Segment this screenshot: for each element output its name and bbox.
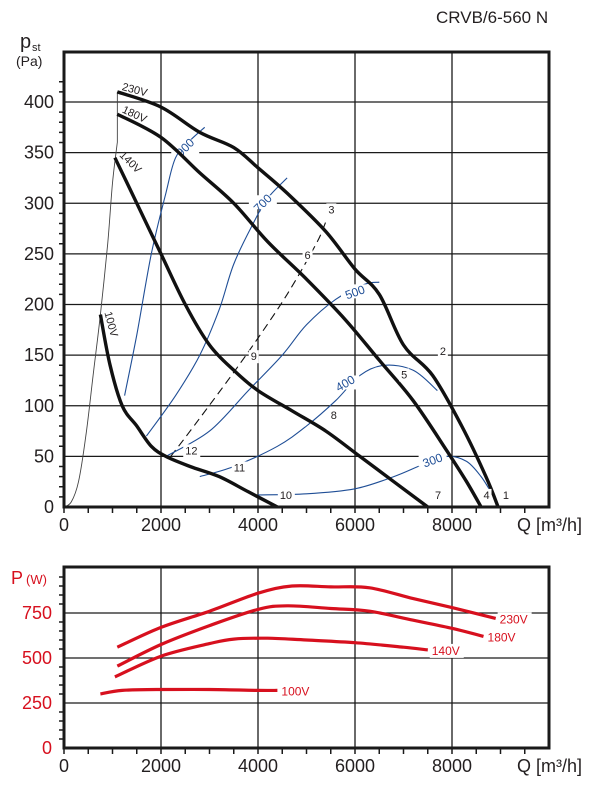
point-label-bg — [183, 444, 201, 458]
operating-point-3: 3 — [328, 204, 334, 216]
point-label-bg — [326, 203, 337, 217]
power-y-tick-label-0: 0 — [42, 738, 52, 758]
y-tick-label-350: 350 — [24, 143, 54, 163]
point-label-bg — [433, 488, 444, 502]
operating-point-8: 8 — [331, 410, 337, 422]
system-resistance-curve — [63, 142, 118, 508]
operating-point-9: 9 — [251, 351, 257, 363]
operating-point-11: 11 — [234, 463, 245, 475]
power-x-tick-label-2000: 2000 — [141, 756, 181, 776]
system-curves — [63, 91, 327, 508]
rpm-label-bg — [331, 375, 360, 390]
voltage-curve-230V — [116, 90, 500, 508]
chart-title: CRVB/6-560 N — [436, 8, 548, 27]
point-label-bg — [500, 488, 511, 502]
rpm-curve-400 — [199, 364, 438, 478]
power-label-bg — [429, 643, 464, 658]
x-axis-label-bottom: Q [m³/h] — [517, 756, 582, 776]
rpm-label-bg — [248, 195, 277, 210]
y-axis-label-power: P — [11, 568, 23, 588]
y-tick-label-300: 300 — [24, 193, 54, 213]
power-label-100V: 100V — [281, 684, 309, 698]
y-tick-label-0: 0 — [44, 497, 54, 517]
power-curve-140V — [114, 636, 428, 679]
y-axis-unit-watts: (W) — [26, 572, 47, 587]
operating-point-5: 5 — [401, 369, 407, 381]
y-tick-label-400: 400 — [24, 92, 54, 112]
power-label-140V: 140V — [432, 644, 460, 658]
point-label-bg — [481, 488, 492, 502]
x-tick-label-4000: 4000 — [238, 515, 278, 535]
power-label-bg — [279, 684, 314, 699]
power-x-tick-label-4000: 4000 — [238, 756, 278, 776]
point-label-bg — [248, 350, 259, 364]
operating-point-6: 6 — [305, 250, 311, 262]
power-y-tick-label-250: 250 — [22, 693, 52, 713]
power-y-tick-label-750: 750 — [22, 603, 52, 623]
y-tick-label-250: 250 — [24, 244, 54, 264]
power-label-bg — [497, 612, 532, 627]
power-curve-100V — [100, 687, 278, 696]
power-x-tick-label-8000: 8000 — [432, 756, 472, 776]
power-curve-230V — [116, 584, 497, 649]
operating-point-12: 12 — [185, 445, 197, 457]
x-tick-label-6000: 6000 — [335, 515, 375, 535]
power-curves: 230V 180V 140V 100V — [100, 584, 532, 699]
power-y-tick-label-500: 500 — [22, 648, 52, 668]
y-axis-label-st: st — [32, 42, 41, 54]
x-tick-label-8000: 8000 — [432, 515, 472, 535]
power-axis-ticks: 0 250 500 750 0 2000 4000 6000 8000 — [22, 576, 526, 776]
operating-line-dashed — [170, 221, 327, 457]
power-label-230V: 230V — [500, 612, 528, 626]
power-x-tick-label-0: 0 — [59, 756, 69, 776]
operating-point-7: 7 — [435, 490, 441, 502]
point-label-bg — [302, 248, 313, 262]
y-tick-label-150: 150 — [24, 345, 54, 365]
operating-point-10: 10 — [280, 490, 292, 502]
x-axis-label-top: Q [m³/h] — [517, 515, 582, 535]
point-label-bg — [231, 461, 249, 475]
y-axis-unit-pa: (Pa) — [16, 53, 42, 69]
power-curve-180V — [116, 604, 484, 668]
y-axis-label-p: p — [20, 31, 31, 53]
power-label-bg — [485, 630, 520, 645]
x-tick-label-2000: 2000 — [141, 515, 181, 535]
point-label-bg — [399, 368, 410, 382]
power-x-tick-label-6000: 6000 — [335, 756, 375, 776]
y-tick-label-100: 100 — [24, 396, 54, 416]
voltage-curve-140V — [113, 156, 429, 509]
rpm-label-bg — [418, 452, 447, 467]
rpm-label-500: 500 — [343, 282, 367, 302]
point-label-bg — [328, 408, 339, 422]
voltage-curve-180V — [116, 112, 483, 508]
operating-point-2: 2 — [440, 346, 446, 358]
rpm-label-700: 700 — [251, 191, 275, 215]
voltage-curve-100V — [98, 314, 279, 509]
x-tick-label-0: 0 — [59, 515, 69, 535]
point-label-bg — [277, 488, 295, 502]
rpm-label-300: 300 — [421, 450, 445, 470]
operating-point-4: 4 — [484, 490, 490, 502]
y-tick-label-200: 200 — [24, 295, 54, 315]
y-tick-label-50: 50 — [34, 446, 54, 466]
operating-point-1: 1 — [503, 490, 509, 502]
power-label-180V: 180V — [488, 630, 516, 644]
point-label-bg — [437, 345, 448, 359]
rpm-curve-500 — [165, 281, 380, 457]
rpm-label-bg — [341, 284, 369, 299]
